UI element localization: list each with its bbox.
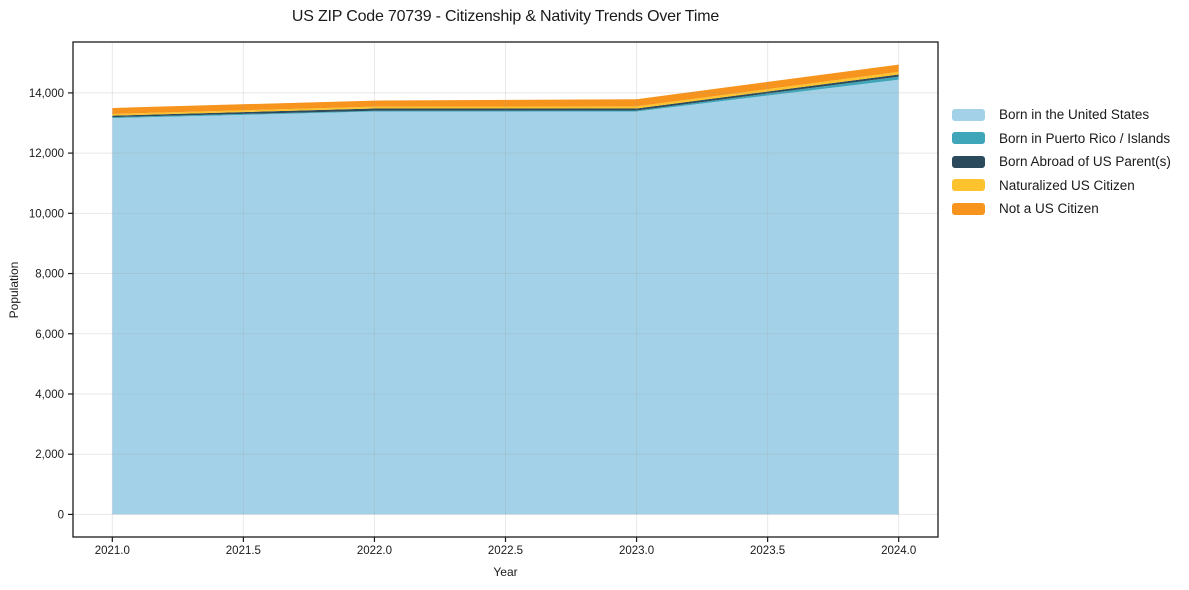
legend-label: Born in Puerto Rico / Islands bbox=[999, 130, 1171, 146]
legend-swatch-icon bbox=[952, 202, 985, 215]
legend-item: Born in Puerto Rico / Islands bbox=[952, 127, 1171, 151]
x-tick-label: 2022.0 bbox=[357, 545, 392, 557]
legend-swatch-icon bbox=[952, 108, 985, 121]
chart-title: US ZIP Code 70739 - Citizenship & Nativi… bbox=[291, 8, 720, 25]
y-tick-label: 10,000 bbox=[29, 208, 64, 220]
x-tick-label: 2024.0 bbox=[881, 545, 916, 557]
legend-item: Born in the United States bbox=[952, 103, 1171, 127]
y-tick-label: 4,000 bbox=[35, 389, 64, 401]
legend-label: Born Abroad of US Parent(s) bbox=[999, 154, 1171, 170]
y-axis-label: Population bbox=[7, 261, 21, 319]
area-series-2 bbox=[112, 74, 899, 118]
y-tick-label: 2,000 bbox=[35, 449, 64, 461]
area-series-0 bbox=[112, 79, 899, 515]
legend-swatch-icon bbox=[952, 155, 985, 168]
legend-swatch-icon bbox=[952, 132, 985, 145]
x-tick-label: 2022.5 bbox=[488, 545, 523, 557]
x-tick-label: 2023.5 bbox=[750, 545, 785, 557]
legend-label: Born in the United States bbox=[999, 107, 1150, 123]
area-series-4 bbox=[112, 64, 899, 114]
legend-item: Born Abroad of US Parent(s) bbox=[952, 150, 1171, 174]
x-axis-label: Year bbox=[493, 565, 518, 579]
area-series-3 bbox=[112, 71, 899, 116]
legend-swatch-icon bbox=[952, 179, 985, 192]
legend-label: Naturalized US Citizen bbox=[999, 177, 1135, 193]
y-tick-label: 8,000 bbox=[35, 269, 64, 281]
x-tick-label: 2021.5 bbox=[226, 545, 261, 557]
x-tick-label: 2023.0 bbox=[619, 545, 654, 557]
legend-item: Not a US Citizen bbox=[952, 197, 1171, 221]
y-tick-label: 12,000 bbox=[29, 148, 64, 160]
y-tick-label: 6,000 bbox=[35, 329, 64, 341]
x-tick-label: 2021.0 bbox=[95, 545, 130, 557]
legend-item: Naturalized US Citizen bbox=[952, 174, 1171, 198]
y-tick-label: 14,000 bbox=[29, 88, 64, 100]
y-tick-label: 0 bbox=[58, 509, 64, 521]
chart-legend: Born in the United States Born in Puerto… bbox=[952, 103, 1171, 221]
area-series-1 bbox=[112, 76, 899, 119]
legend-label: Not a US Citizen bbox=[999, 201, 1099, 217]
